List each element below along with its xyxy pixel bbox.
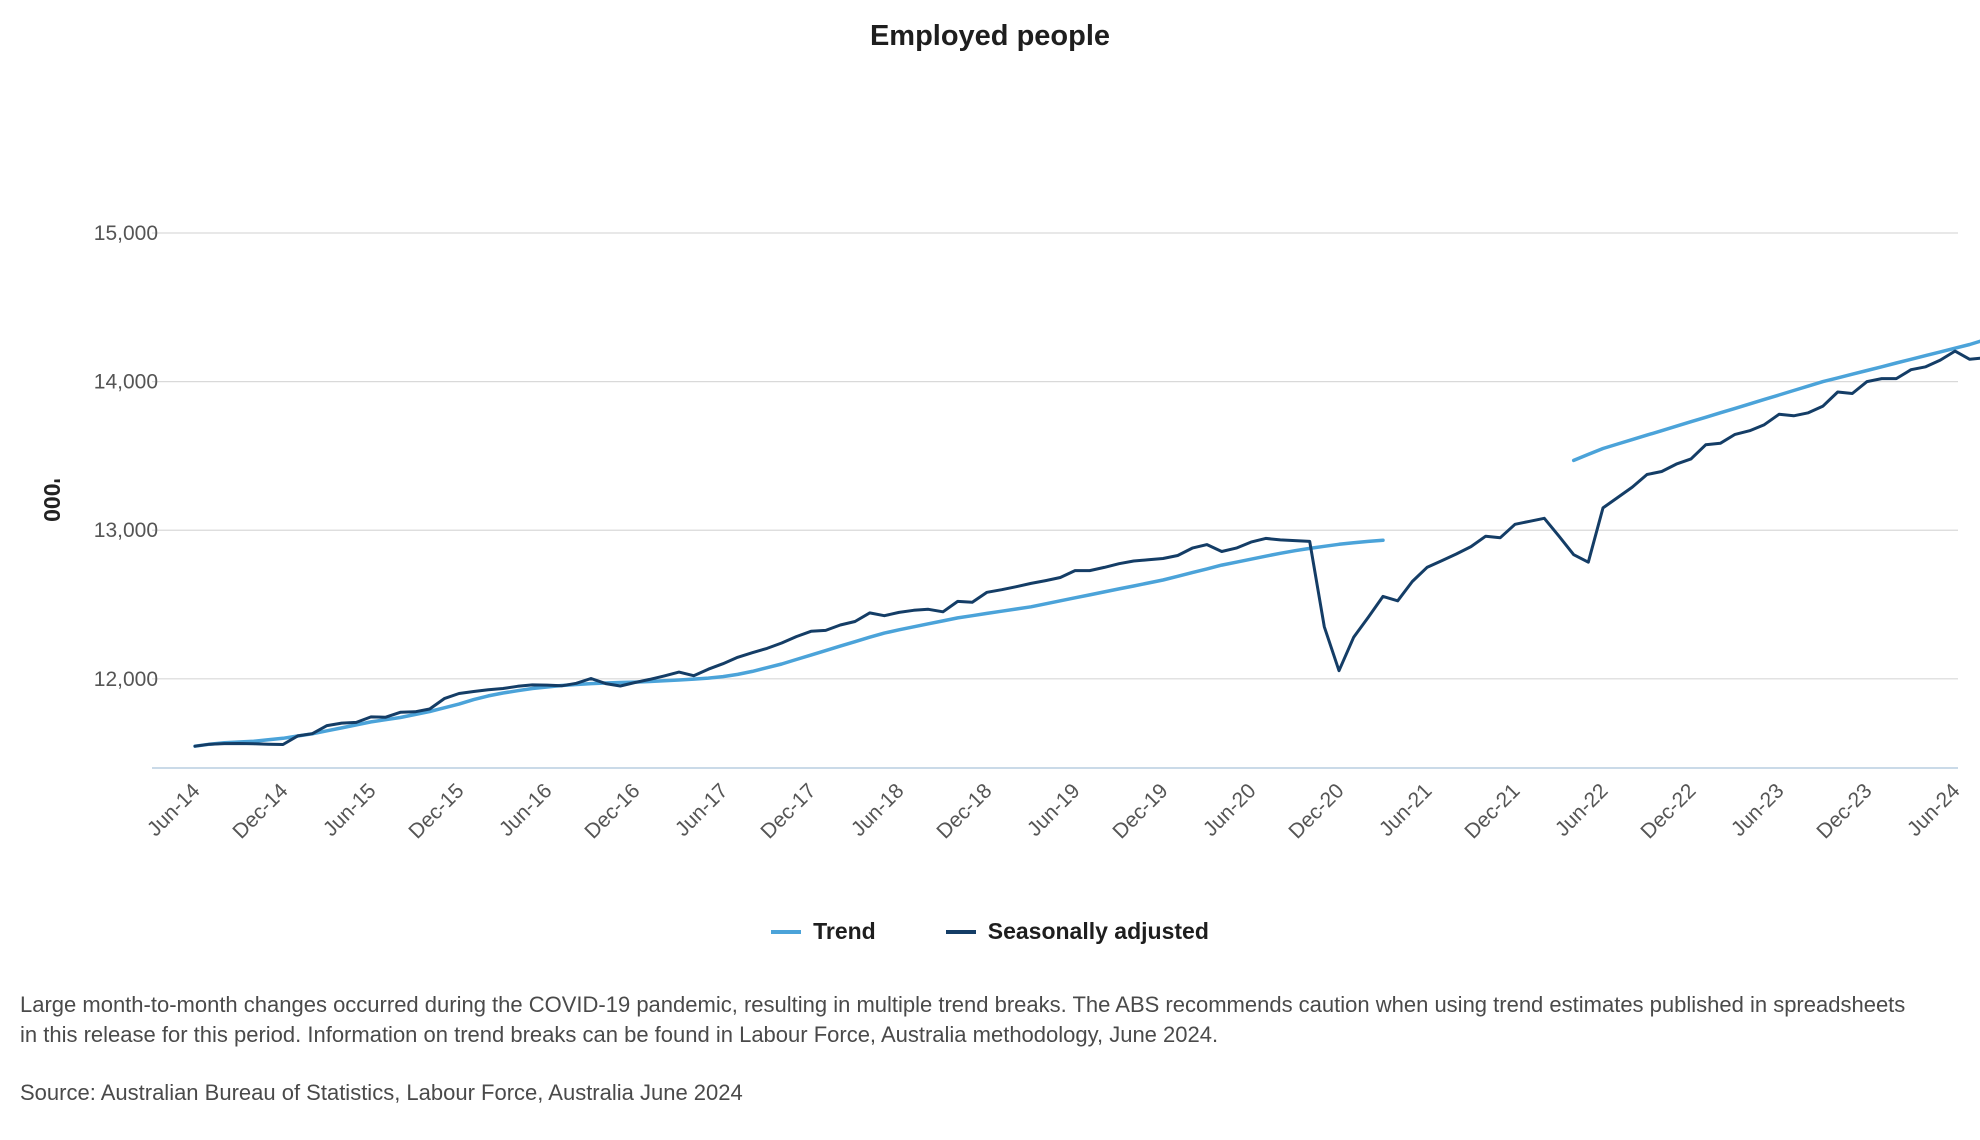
y-tick-label: 15,000 [94, 222, 158, 245]
y-axis-label: '000 [39, 478, 65, 522]
legend-label-seasonally-adjusted: Seasonally adjusted [987, 918, 1209, 944]
y-tick-label: 12,000 [94, 668, 158, 691]
legend-item-seasonally-adjusted[interactable]: Seasonally adjusted [945, 918, 1209, 945]
x-tick-label: Jun-15 [319, 779, 381, 841]
source-note: Source: Australian Bureau of Statistics,… [20, 1080, 743, 1105]
x-tick-label: Jun-16 [495, 779, 557, 841]
x-tick-label: Dec-21 [1460, 779, 1524, 843]
gridlines [152, 232, 1958, 769]
legend-swatch-trend [771, 929, 802, 934]
series-lines [193, 339, 1980, 748]
footnote: Large month-to-month changes occurred du… [20, 992, 1906, 1047]
x-tick-label: Dec-19 [1108, 779, 1172, 843]
x-tick-label: Dec-23 [1812, 779, 1876, 843]
legend-item-trend[interactable]: Trend [771, 918, 876, 945]
y-tick-label: 13,000 [94, 519, 158, 542]
x-tick-label: Dec-16 [580, 779, 644, 843]
x-tick-label: Dec-20 [1284, 779, 1348, 843]
x-tick-label: Jun-24 [1903, 779, 1965, 841]
y-tick-label: 14,000 [94, 371, 158, 394]
x-tick-label: Jun-14 [143, 779, 205, 841]
legend-label-trend: Trend [813, 918, 876, 944]
x-tick-label: Jun-20 [1199, 779, 1261, 841]
x-tick-label: Dec-15 [404, 779, 468, 843]
x-tick-label: Dec-14 [228, 779, 292, 843]
series-line-seasonally-adjusted [193, 349, 1980, 748]
x-tick-label: Jun-18 [847, 779, 909, 841]
y-axis-ticks: 12,000 13,000 14,000 15,000 [94, 222, 158, 691]
x-tick-label: Dec-22 [1636, 779, 1700, 843]
legend-swatch-seasonally-adjusted [945, 929, 976, 934]
x-tick-label: Dec-17 [756, 779, 820, 843]
series-line-trend [193, 538, 1385, 748]
x-tick-label: Jun-22 [1551, 779, 1613, 841]
x-tick-label: Dec-18 [932, 779, 996, 843]
legend: Trend Seasonally adjusted [0, 918, 1980, 945]
x-tick-label: Jun-23 [1727, 779, 1789, 841]
series-line-trend [1571, 339, 1980, 463]
x-tick-label: Jun-19 [1023, 779, 1085, 841]
x-tick-label: Jun-21 [1375, 779, 1437, 841]
x-tick-label: Jun-17 [671, 779, 733, 841]
x-axis-ticks: Jun-14 Dec-14 Jun-15 Dec-15 Jun-16 Dec-16 Jun-… [143, 779, 1965, 843]
chart-title: Employed people [869, 20, 1111, 52]
